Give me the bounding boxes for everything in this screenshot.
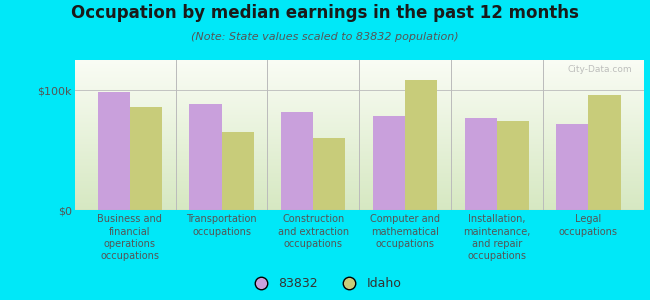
Bar bbox=[130, 107, 162, 210]
Text: (Note: State values scaled to 83832 population): (Note: State values scaled to 83832 popu… bbox=[191, 32, 459, 41]
Bar bbox=[313, 138, 345, 210]
Bar bbox=[556, 124, 588, 210]
Legend: 83832, Idaho: 83832, Idaho bbox=[244, 273, 406, 294]
Bar bbox=[465, 118, 497, 210]
Bar bbox=[222, 132, 254, 210]
Bar bbox=[281, 112, 313, 210]
Text: Occupation by median earnings in the past 12 months: Occupation by median earnings in the pas… bbox=[71, 4, 579, 22]
Bar bbox=[405, 80, 437, 210]
Bar bbox=[497, 121, 529, 210]
Bar bbox=[98, 92, 130, 210]
Bar bbox=[189, 104, 222, 210]
Text: City-Data.com: City-Data.com bbox=[567, 64, 632, 74]
Bar bbox=[588, 95, 621, 210]
Bar bbox=[373, 116, 405, 210]
